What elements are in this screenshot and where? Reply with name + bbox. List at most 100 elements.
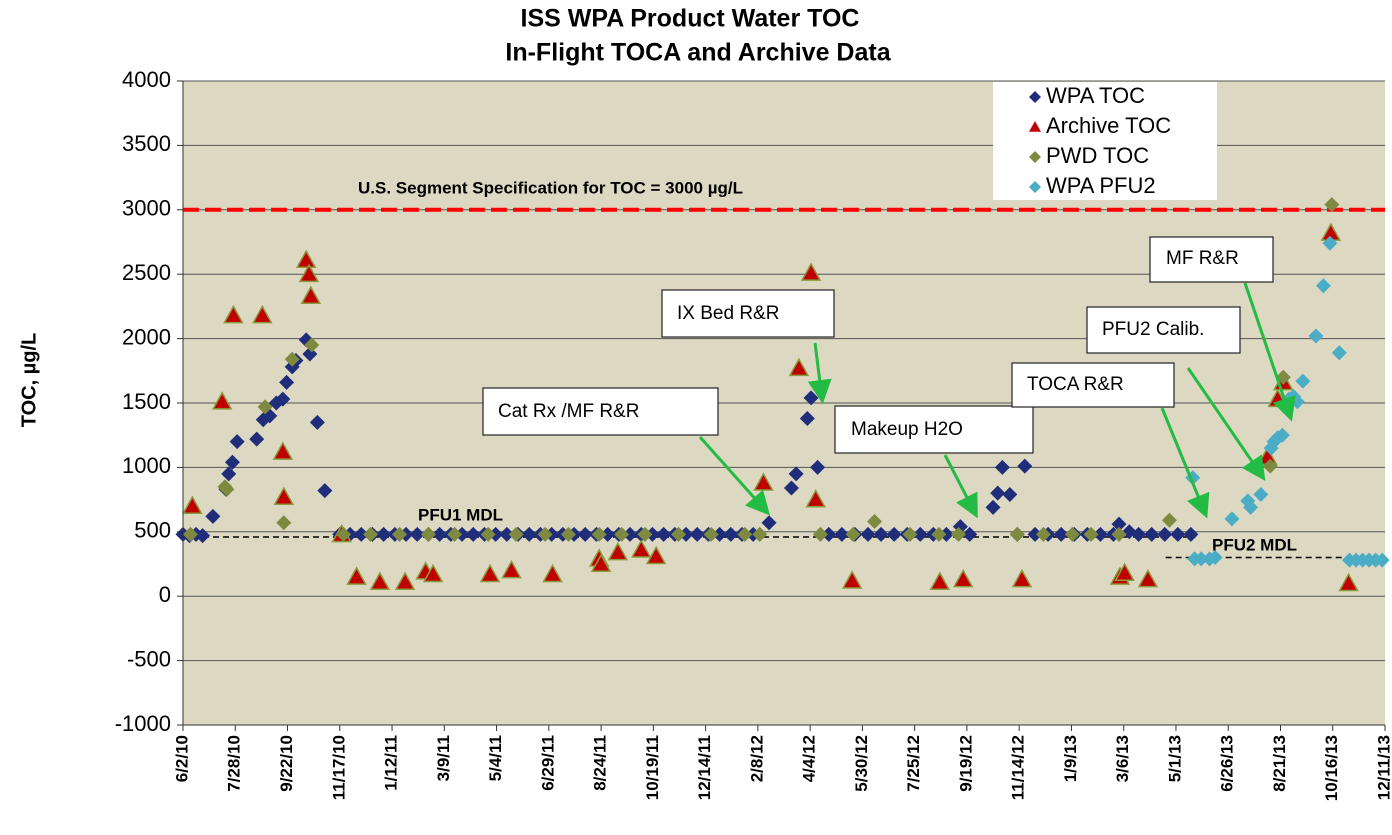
legend-label: Archive TOC: [1046, 113, 1171, 138]
point: [392, 526, 408, 542]
annotation: PFU2 Calib.: [1102, 319, 1204, 340]
point: [902, 526, 918, 542]
point: [252, 304, 273, 324]
legend-marker: [1029, 181, 1041, 193]
arrow: [1160, 407, 1210, 519]
point: [788, 466, 804, 482]
point: [1193, 551, 1209, 567]
grid: -1000 -500 0 500 1000 1500 2000 2500 3000 3500 400…: [115, 67, 1392, 801]
mdl-label: PFU2 MDL: [1212, 535, 1297, 554]
point: [1331, 345, 1347, 361]
point: [1092, 526, 1108, 542]
point: [1161, 512, 1177, 528]
point: [1002, 486, 1018, 502]
point: [783, 480, 799, 496]
point: [420, 526, 436, 542]
annotations: Cat Rx /MF R&R IX Bed R&R Makeup H2O TOC…: [482, 236, 1296, 519]
point: [560, 526, 576, 542]
point: [298, 263, 320, 283]
legend-label: WPA TOC: [1046, 83, 1145, 108]
point: [1157, 526, 1173, 542]
y-tick-label: 2000: [122, 324, 171, 349]
point: [994, 459, 1010, 475]
point: [712, 526, 728, 542]
y-tick-label: 3000: [122, 196, 171, 221]
point: [590, 553, 612, 572]
x-tick-label: 8/21/13: [1270, 735, 1289, 792]
point: [363, 526, 379, 542]
x-tick-label: 3/9/11: [434, 735, 453, 781]
point: [1011, 568, 1033, 588]
point: [1262, 458, 1278, 474]
point: [1315, 278, 1331, 294]
point: [962, 526, 978, 542]
point: [249, 431, 265, 447]
point: [275, 391, 291, 407]
point: [1027, 526, 1043, 542]
point: [788, 357, 810, 377]
point: [1137, 568, 1159, 588]
point: [577, 526, 593, 542]
point: [841, 570, 863, 589]
point: [284, 351, 300, 367]
x-tick-label: 3/6/13: [1113, 735, 1132, 782]
point: [600, 526, 616, 542]
point: [376, 526, 392, 542]
annotation-box: [1086, 306, 1241, 354]
x-tick-label: 6/26/13: [1218, 735, 1237, 792]
x-tick-label: 5/30/12: [852, 735, 871, 792]
legend-entries: WPA TOC Archive TOC PWD TOC WPA PFU2: [1029, 83, 1171, 198]
legend-label: WPA PFU2: [1046, 173, 1156, 198]
annotation-box: [834, 405, 1034, 454]
point: [353, 526, 369, 542]
point: [229, 434, 245, 450]
annotation: Makeup H2O: [851, 419, 963, 440]
y-axis-label: TOC, µg/L: [18, 333, 40, 427]
point: [1308, 328, 1324, 344]
point: [221, 466, 237, 482]
point: [703, 526, 719, 542]
legend: [993, 82, 1217, 200]
point: [182, 526, 198, 542]
arrow: [943, 454, 978, 519]
point: [432, 526, 448, 542]
x-tick-label: 6/2/10: [172, 735, 191, 782]
point: [845, 526, 861, 542]
point: [211, 391, 233, 410]
point: [591, 526, 607, 542]
point: [508, 526, 524, 542]
x-tick-label: 1/9/13: [1061, 735, 1080, 782]
point: [273, 486, 295, 505]
point: [447, 526, 463, 542]
point: [537, 526, 553, 542]
annotation: TOCA R&R: [1027, 374, 1124, 395]
point: [952, 568, 974, 588]
point: [1374, 552, 1390, 568]
point: [834, 526, 850, 542]
point: [812, 526, 828, 542]
point: [219, 481, 235, 497]
x-tick-label: 10/16/13: [1322, 735, 1341, 801]
point: [257, 399, 273, 415]
point: [607, 541, 629, 561]
x-tick-label: 11/17/10: [329, 735, 348, 800]
point: [499, 526, 515, 542]
legend-marker: [1029, 151, 1041, 163]
annotation: Cat Rx /MF R&R: [498, 401, 639, 422]
point: [1295, 373, 1311, 389]
point: [336, 526, 352, 542]
arrow: [807, 342, 832, 404]
point: [465, 526, 481, 542]
x-tick-label: 7/25/12: [904, 735, 923, 792]
point: [810, 459, 826, 475]
y-tick-label: 1000: [122, 453, 171, 478]
point: [279, 374, 295, 390]
point: [1111, 516, 1127, 532]
y-tick-label: -1000: [115, 711, 171, 736]
y-tick-label: 2500: [122, 260, 171, 285]
point: [1064, 526, 1080, 542]
point: [1183, 526, 1199, 542]
point: [479, 563, 501, 583]
point: [799, 410, 815, 426]
